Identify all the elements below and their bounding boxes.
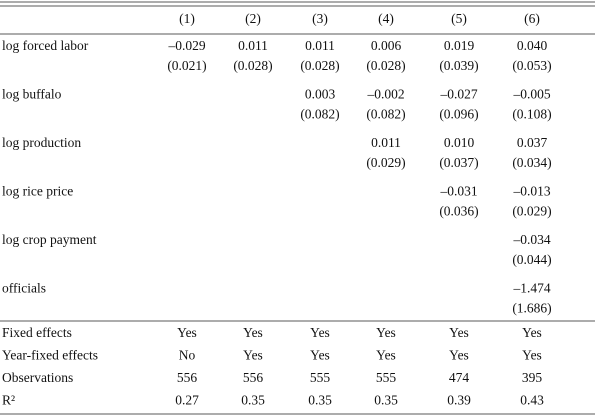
row-label: log production [2,135,81,150]
standard-error: (0.039) [439,58,478,73]
footer-value: 555 [376,370,397,385]
standard-error: (0.082) [366,107,405,122]
standard-error: (0.028) [233,58,272,73]
footer-value: 395 [522,370,543,385]
standard-error: (0.108) [512,107,551,122]
row-label: log forced labor [2,38,89,53]
coefficient: –0.034 [512,232,550,247]
coefficient: –0.029 [167,38,205,53]
standard-error: (0.034) [512,155,551,170]
footer-value: 0.35 [374,393,398,408]
standard-error: (0.082) [300,107,339,122]
footer-value: 0.35 [241,393,265,408]
coefficient: –1.474 [512,281,550,296]
standard-error: (0.096) [439,107,478,122]
coefficient: –0.002 [366,87,404,102]
standard-error: (0.028) [366,58,405,73]
footer-value: Yes [376,348,396,363]
row-label: Observations [2,370,73,385]
footer-value: No [179,348,196,363]
footer-value: 556 [243,370,264,385]
column-header: (6) [524,11,540,26]
column-header: (5) [451,11,467,26]
standard-error: (0.029) [512,204,551,219]
row-label: R² [2,393,15,408]
coefficient: –0.013 [512,184,550,199]
coefficient: 0.011 [371,135,401,150]
footer-value: 555 [310,370,331,385]
standard-error: (0.037) [439,155,478,170]
row-label: Fixed effects [2,325,72,340]
coefficient: –0.027 [439,87,477,102]
row-label: officials [2,281,46,296]
coefficient: –0.031 [439,184,477,199]
row-label: log rice price [2,184,73,199]
row-label: Year-fixed effects [2,348,98,363]
coefficient: 0.006 [371,38,402,53]
coefficient: –0.005 [512,87,550,102]
footer-value: 0.39 [447,393,471,408]
footer-value: Yes [243,348,263,363]
footer-value: Yes [376,325,396,340]
footer-value: Yes [243,325,263,340]
standard-error: (0.044) [512,252,551,267]
coefficient: 0.010 [444,135,475,150]
footer-value: Yes [522,348,542,363]
footer-value: 0.27 [175,393,199,408]
standard-error: (0.036) [439,204,478,219]
footer-value: Yes [310,348,330,363]
column-header: (1) [179,11,195,26]
column-header: (3) [312,11,328,26]
standard-error: (0.021) [167,58,206,73]
column-header: (4) [378,11,394,26]
footer-value: 556 [177,370,198,385]
coefficient: 0.040 [517,38,548,53]
footer-value: Yes [177,325,197,340]
column-header: (2) [245,11,261,26]
standard-error: (0.053) [512,58,551,73]
row-label: log crop payment [2,232,97,247]
footer-value: Yes [449,325,469,340]
coefficient: 0.011 [238,38,268,53]
coefficient: 0.003 [305,87,336,102]
footer-value: Yes [522,325,542,340]
footer-value: 0.43 [520,393,544,408]
row-label: log buffalo [2,87,62,102]
footer-value: 0.35 [308,393,332,408]
footer-value: Yes [449,348,469,363]
footer-value: Yes [310,325,330,340]
standard-error: (1.686) [512,301,551,316]
coefficient: 0.037 [517,135,548,150]
coefficient: 0.011 [305,38,335,53]
standard-error: (0.028) [300,58,339,73]
standard-error: (0.029) [366,155,405,170]
footer-value: 474 [449,370,470,385]
coefficient: 0.019 [444,38,475,53]
